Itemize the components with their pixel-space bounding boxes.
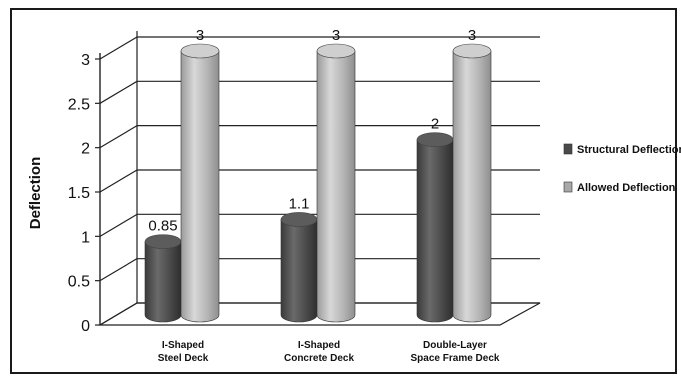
legend-swatch-allowed bbox=[563, 181, 573, 193]
labels: 0 0.5 1 1.5 2 2.5 3 0.85 1.1 2 3 3 3 I-Shaped Steel De… bbox=[68, 27, 500, 364]
structural-deflection-bar-cap bbox=[416, 132, 454, 147]
legend: Structural Deflection Allowed Deflection bbox=[563, 143, 681, 194]
structural-deflection-bar-cap bbox=[144, 234, 182, 249]
x-tick-label-line: Concrete Deck bbox=[284, 353, 354, 364]
y-axis-title: Deflection bbox=[27, 157, 44, 230]
grid-diagonal bbox=[99, 125, 138, 149]
floor-plane bbox=[97, 302, 541, 326]
legend-label-allowed: Allowed Deflection bbox=[577, 182, 676, 194]
structural-deflection-bar-cap bbox=[280, 212, 318, 227]
structural-deflection-bar-body bbox=[144, 241, 182, 323]
y-tick-label: 0 bbox=[81, 318, 90, 335]
x-tick-label: Double-Layer Space Frame Deck bbox=[411, 340, 500, 364]
grid-diagonal bbox=[99, 36, 138, 60]
y-tick-label: 3 bbox=[81, 52, 90, 69]
allowed-deflection-bar-body bbox=[316, 50, 356, 323]
structural-deflection-bar bbox=[280, 212, 318, 323]
x-tick-label: I-Shaped Concrete Deck bbox=[284, 340, 354, 364]
allowed-deflection-bar-cap bbox=[316, 43, 356, 59]
y-tick-label: 1.5 bbox=[68, 185, 90, 202]
structural-deflection-value: 2 bbox=[431, 116, 439, 133]
legend-swatch-structural bbox=[563, 143, 573, 155]
x-tick-label-line: Double-Layer bbox=[423, 340, 487, 351]
grid-diagonal bbox=[99, 80, 138, 104]
structural-deflection-value: 0.85 bbox=[148, 218, 177, 235]
y-tick-label: 0.5 bbox=[68, 274, 90, 291]
allowed-deflection-bar-cap bbox=[180, 43, 220, 59]
allowed-deflection-bar-body bbox=[180, 50, 220, 323]
structural-deflection-bar bbox=[416, 132, 454, 323]
x-tick-label-line: Steel Deck bbox=[158, 353, 209, 364]
grid-diagonal bbox=[99, 213, 138, 237]
structural-deflection-bar-body bbox=[416, 139, 454, 323]
allowed-deflection-value: 3 bbox=[468, 27, 476, 44]
structural-deflection-bar-body bbox=[280, 219, 318, 323]
allowed-deflection-bar bbox=[180, 43, 220, 323]
allowed-deflection-bar bbox=[452, 43, 492, 323]
axes bbox=[95, 30, 541, 326]
allowed-deflection-value: 3 bbox=[332, 27, 340, 44]
y-tick-label: 1 bbox=[81, 229, 90, 246]
structural-deflection-bar bbox=[144, 234, 182, 323]
legend-label-structural: Structural Deflection bbox=[577, 144, 681, 156]
allowed-deflection-bar-body bbox=[452, 50, 492, 323]
x-tick-label-line: I-Shaped bbox=[162, 340, 204, 351]
allowed-deflection-bar bbox=[316, 43, 356, 323]
allowed-deflection-value: 3 bbox=[196, 27, 204, 44]
bars bbox=[144, 43, 492, 323]
grid-diagonal bbox=[99, 169, 138, 193]
structural-deflection-value: 1.1 bbox=[289, 195, 310, 212]
grid-diagonal bbox=[99, 258, 138, 282]
y-tick-label: 2 bbox=[81, 141, 90, 158]
x-tick-label-line: Space Frame Deck bbox=[411, 353, 500, 364]
y-tick-label: 2.5 bbox=[68, 96, 90, 113]
x-tick-label: I-Shaped Steel Deck bbox=[158, 340, 209, 364]
allowed-deflection-bar-cap bbox=[452, 43, 492, 59]
x-tick-label-line: I-Shaped bbox=[298, 340, 340, 351]
